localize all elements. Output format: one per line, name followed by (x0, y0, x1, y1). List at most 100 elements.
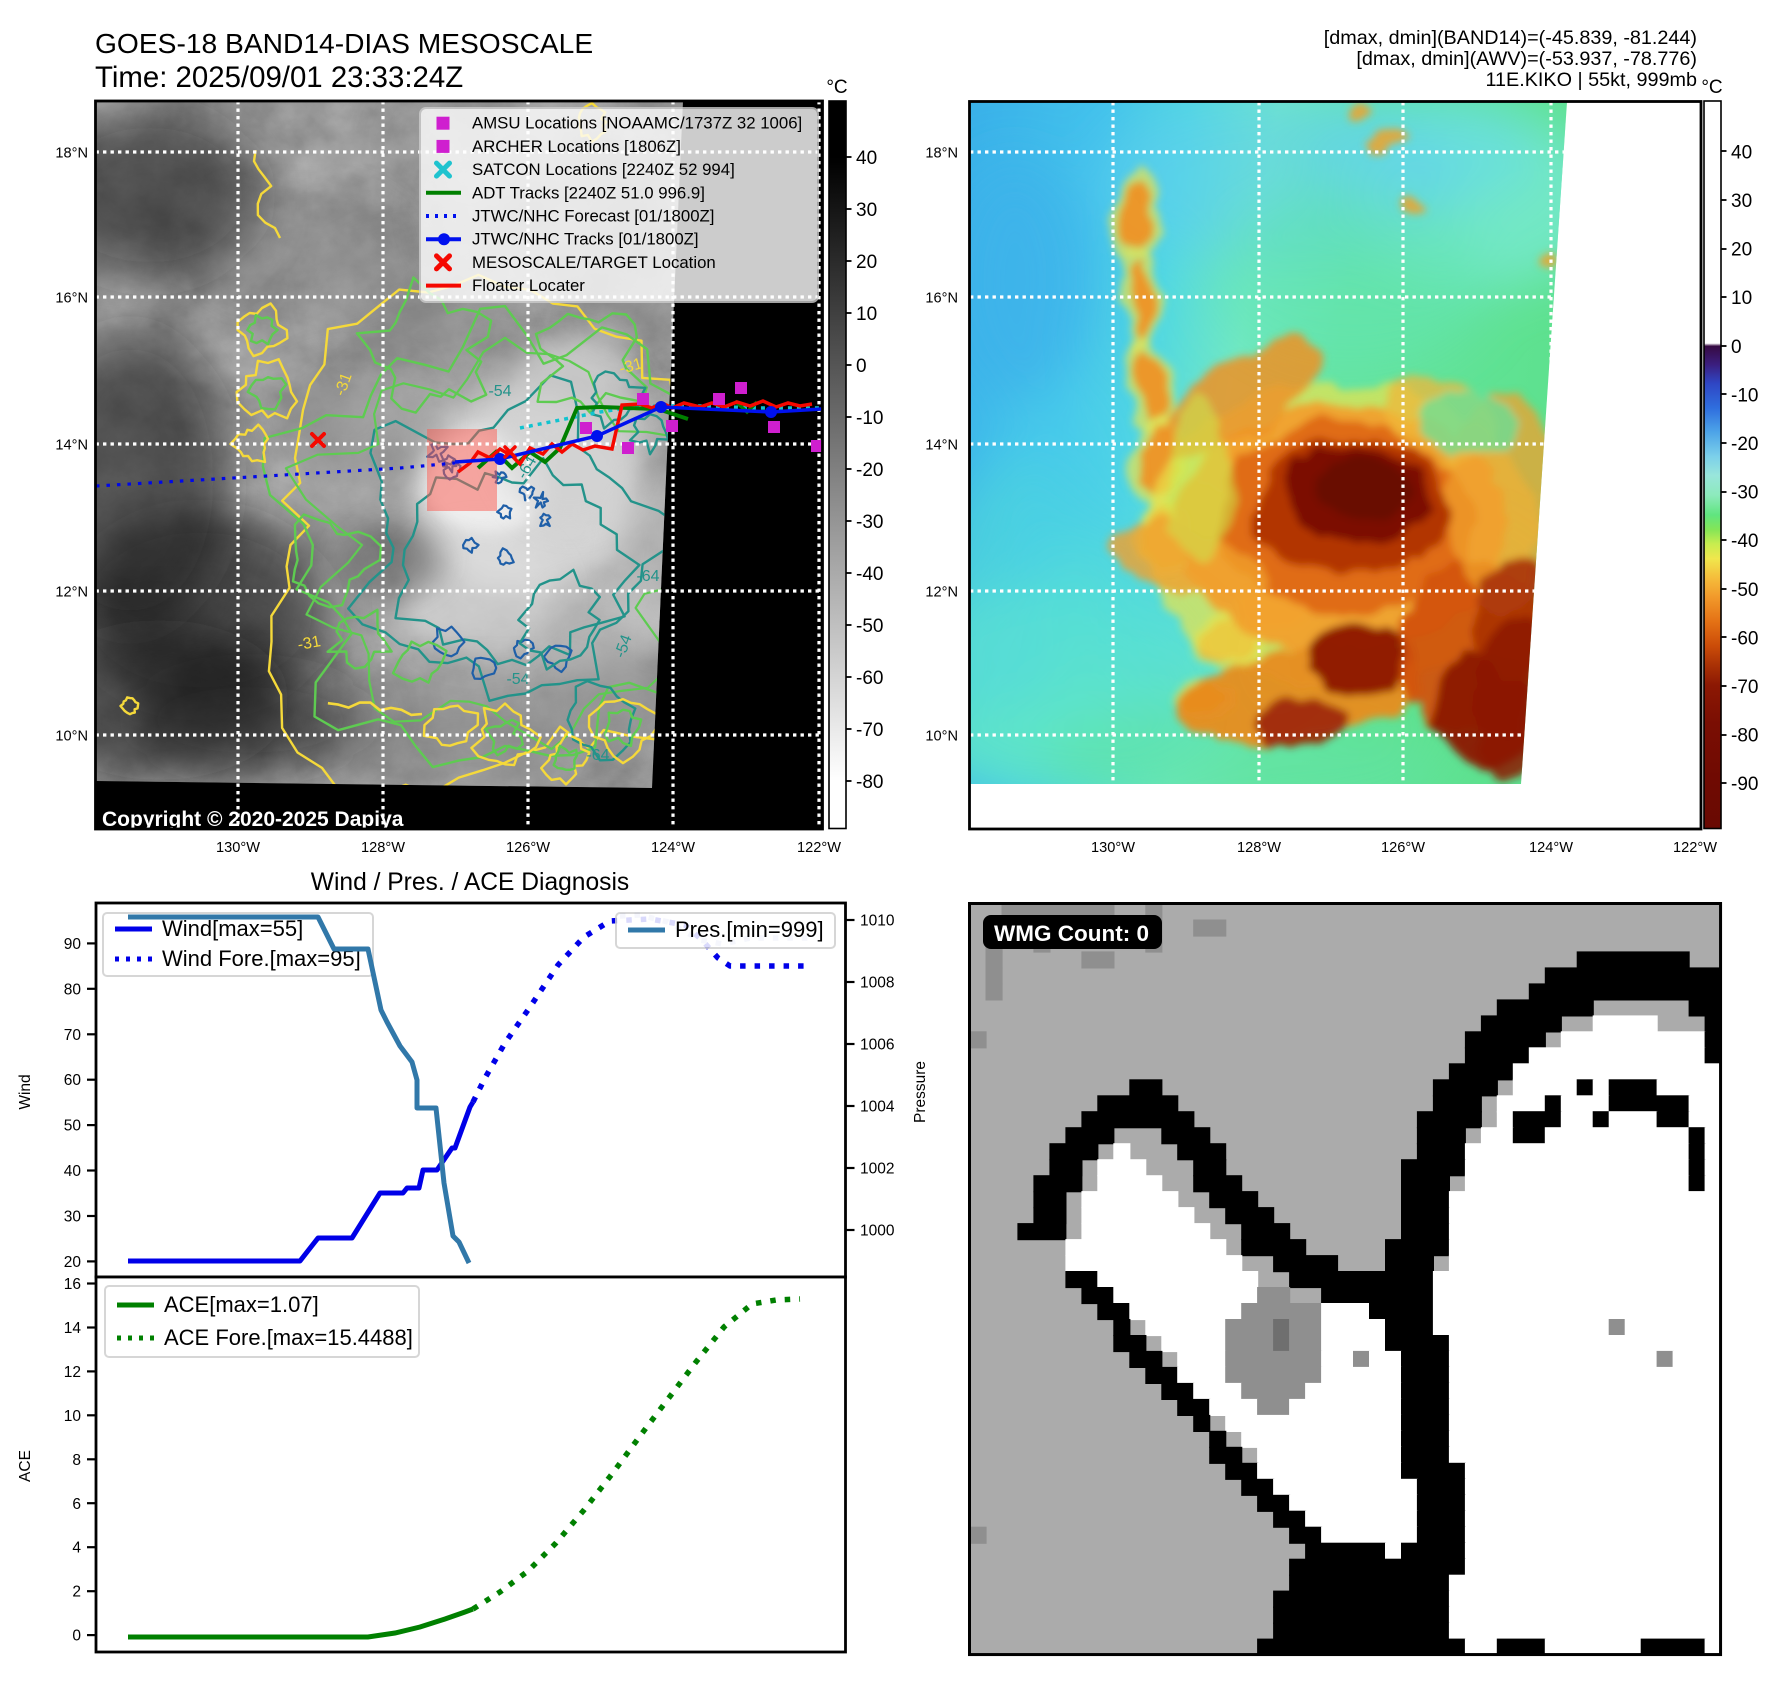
svg-text:0: 0 (72, 1628, 81, 1645)
svg-text:0: 0 (1731, 337, 1742, 358)
svg-text:11E.KIKO | 55kt, 999mb: 11E.KIKO | 55kt, 999mb (1486, 69, 1698, 91)
svg-text:ACE[max=1.07]: ACE[max=1.07] (164, 1292, 319, 1317)
svg-text:40: 40 (1731, 142, 1752, 163)
svg-text:30: 30 (1731, 191, 1752, 212)
svg-text:[dmax, dmin](BAND14)=(-45.839,: [dmax, dmin](BAND14)=(-45.839, -81.244) (1324, 27, 1697, 49)
svg-text:-64: -64 (586, 747, 609, 764)
svg-text:14: 14 (64, 1320, 82, 1337)
svg-text:8: 8 (72, 1452, 81, 1469)
svg-text:-31: -31 (296, 633, 322, 654)
svg-text:12°N: 12°N (925, 584, 958, 600)
svg-text:-50: -50 (856, 616, 883, 637)
svg-text:40: 40 (856, 148, 877, 169)
svg-text:-54: -54 (506, 671, 529, 688)
svg-text:Pres.[min=999]: Pres.[min=999] (675, 917, 824, 942)
svg-text:4: 4 (72, 1540, 81, 1557)
svg-text:-10: -10 (856, 408, 883, 429)
svg-text:10: 10 (64, 1408, 82, 1425)
svg-text:6: 6 (72, 1496, 81, 1513)
svg-text:18°N: 18°N (925, 145, 958, 161)
svg-text:16: 16 (64, 1276, 81, 1293)
svg-text:20: 20 (856, 252, 877, 273)
svg-text:-30: -30 (856, 512, 883, 533)
svg-text:130°W: 130°W (1091, 840, 1135, 856)
svg-text:ADT Tracks [2240Z 51.0 996.9]: ADT Tracks [2240Z 51.0 996.9] (472, 183, 705, 202)
svg-text:126°W: 126°W (506, 840, 550, 856)
svg-text:30: 30 (856, 200, 877, 221)
svg-text:JTWC/NHC Tracks [01/1800Z]: JTWC/NHC Tracks [01/1800Z] (472, 230, 699, 249)
svg-text:[dmax, dmin](AWV)=(-53.937, -7: [dmax, dmin](AWV)=(-53.937, -78.776) (1356, 48, 1697, 70)
svg-text:Wind: Wind (17, 1074, 34, 1109)
svg-text:-80: -80 (856, 772, 883, 793)
svg-text:10°N: 10°N (925, 728, 958, 744)
svg-text:-60: -60 (856, 668, 883, 689)
svg-text:1008: 1008 (860, 975, 894, 992)
svg-text:-20: -20 (856, 460, 883, 481)
svg-text:Time: 2025/09/01 23:33:24Z: Time: 2025/09/01 23:33:24Z (95, 61, 463, 94)
svg-text:130°W: 130°W (216, 840, 260, 856)
svg-text:-40: -40 (1731, 531, 1758, 552)
svg-text:-60: -60 (1731, 628, 1758, 649)
svg-text:ACE: ACE (17, 1450, 34, 1482)
svg-text:GOES-18 BAND14-DIAS MESOSCALE: GOES-18 BAND14-DIAS MESOSCALE (95, 27, 593, 59)
svg-text:12: 12 (64, 1364, 81, 1381)
svg-text:ACE Fore.[max=15.4488]: ACE Fore.[max=15.4488] (164, 1325, 413, 1350)
svg-text:AMSU Locations [NOAAMC/1737Z 3: AMSU Locations [NOAAMC/1737Z 32 1006] (472, 114, 802, 133)
svg-text:122°W: 122°W (1673, 840, 1717, 856)
svg-text:WMG Count: 0: WMG Count: 0 (994, 921, 1149, 946)
svg-text:-90: -90 (1731, 774, 1758, 795)
svg-text:126°W: 126°W (1381, 840, 1425, 856)
svg-text:JTWC/NHC Forecast [01/1800Z]: JTWC/NHC Forecast [01/1800Z] (472, 207, 714, 226)
svg-text:1000: 1000 (860, 1223, 895, 1240)
svg-text:14°N: 14°N (55, 437, 88, 453)
svg-text:10: 10 (1731, 288, 1752, 309)
svg-text:14°N: 14°N (925, 437, 958, 453)
svg-text:10°N: 10°N (55, 728, 88, 744)
svg-text:ARCHER Locations [1806Z]: ARCHER Locations [1806Z] (472, 137, 681, 156)
svg-text:°C: °C (826, 77, 847, 98)
svg-text:16°N: 16°N (55, 290, 88, 306)
svg-text:-80: -80 (1731, 726, 1758, 747)
svg-text:-50: -50 (1731, 580, 1758, 601)
svg-text:Wind Fore.[max=95]: Wind Fore.[max=95] (162, 946, 361, 971)
svg-text:-31: -31 (332, 371, 356, 399)
svg-text:-30: -30 (1731, 483, 1758, 504)
svg-text:1002: 1002 (860, 1161, 894, 1178)
svg-text:-20: -20 (1731, 434, 1758, 455)
svg-text:-70: -70 (856, 720, 883, 741)
svg-text:70: 70 (64, 1027, 82, 1044)
svg-text:-70: -70 (1731, 677, 1758, 698)
svg-text:Wind / Pres. / ACE Diagnosis: Wind / Pres. / ACE Diagnosis (311, 869, 629, 896)
svg-text:60: 60 (64, 1072, 82, 1089)
svg-text:SATCON Locations [2240Z 52 994: SATCON Locations [2240Z 52 994] (472, 160, 735, 179)
svg-text:Wind[max=55]: Wind[max=55] (162, 916, 303, 941)
svg-text:122°W: 122°W (797, 840, 841, 856)
svg-text:128°W: 128°W (361, 840, 405, 856)
svg-text:124°W: 124°W (651, 840, 695, 856)
svg-text:Pressure: Pressure (912, 1061, 929, 1123)
svg-text:°C: °C (1701, 77, 1722, 98)
svg-text:-64: -64 (636, 568, 659, 585)
svg-text:20: 20 (64, 1254, 82, 1271)
svg-text:-54: -54 (612, 633, 636, 661)
svg-text:40: 40 (64, 1163, 82, 1180)
svg-text:50: 50 (64, 1118, 82, 1135)
svg-text:10: 10 (856, 304, 877, 325)
svg-text:-54: -54 (488, 383, 511, 400)
svg-text:16°N: 16°N (925, 290, 958, 306)
svg-text:124°W: 124°W (1529, 840, 1573, 856)
svg-text:30: 30 (64, 1208, 82, 1225)
svg-text:18°N: 18°N (55, 145, 88, 161)
svg-text:2: 2 (72, 1584, 81, 1601)
svg-text:0: 0 (856, 356, 867, 377)
svg-text:-40: -40 (856, 564, 883, 585)
svg-text:MESOSCALE/TARGET Location: MESOSCALE/TARGET Location (472, 253, 716, 272)
svg-text:80: 80 (64, 981, 82, 998)
svg-text:Copyright © 2020-2025 Dapiya: Copyright © 2020-2025 Dapiya (102, 808, 404, 831)
svg-text:1004: 1004 (860, 1099, 895, 1116)
svg-text:-10: -10 (1731, 385, 1758, 406)
svg-text:-31: -31 (617, 355, 644, 377)
svg-text:Floater Locater: Floater Locater (472, 276, 585, 295)
svg-text:1010: 1010 (860, 913, 895, 930)
svg-text:20: 20 (1731, 240, 1752, 261)
